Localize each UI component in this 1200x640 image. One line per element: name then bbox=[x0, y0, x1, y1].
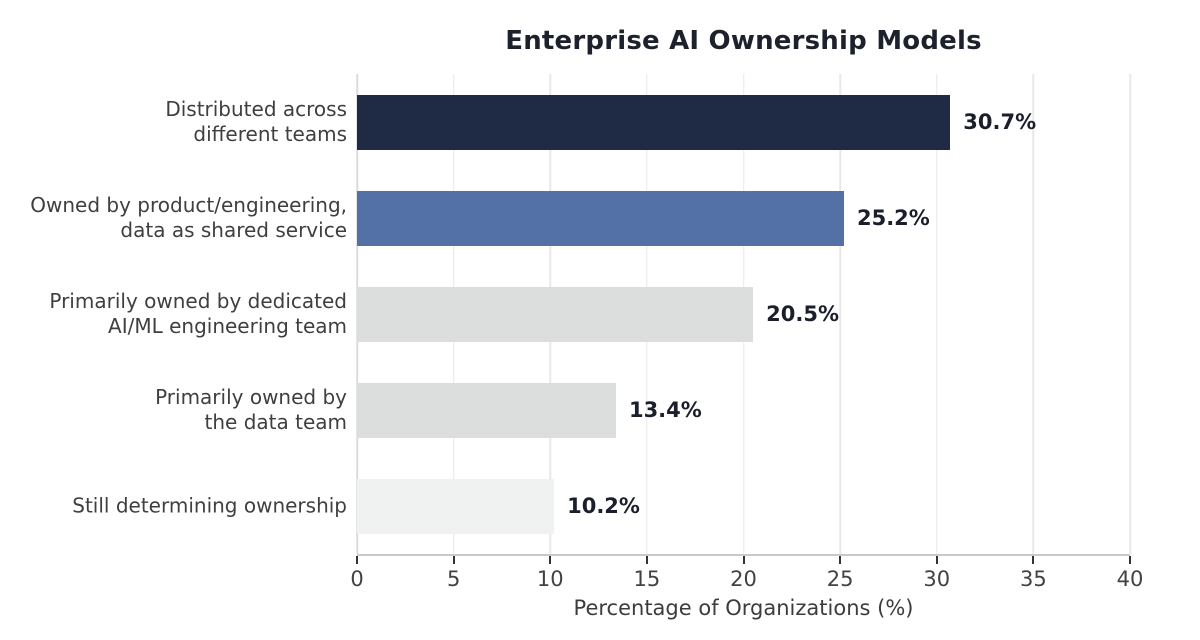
x-tick-mark bbox=[839, 556, 842, 564]
category-label: Distributed across different teams bbox=[165, 97, 347, 146]
x-tick-label: 20 bbox=[730, 567, 757, 591]
category-label: Primarily owned by dedicated AI/ML engin… bbox=[49, 289, 347, 338]
x-tick-label: 0 bbox=[350, 567, 364, 591]
plot-area: 30.7% 25.2% 20.5% 13.4% 10.2% bbox=[356, 74, 1131, 556]
category-label: Primarily owned by the data team bbox=[155, 385, 347, 434]
category-label: Still determining ownership bbox=[72, 493, 347, 518]
x-axis-label: Percentage of Organizations (%) bbox=[573, 596, 914, 620]
x-axis: 0 5 10 15 20 25 30 35 40 bbox=[350, 556, 1143, 600]
x-tick-label: 30 bbox=[923, 567, 951, 591]
category-axis: Distributed across different teams Owned … bbox=[0, 74, 347, 554]
x-tick-mark bbox=[1129, 556, 1131, 564]
category-label: Owned by product/engineering, data as sh… bbox=[30, 193, 347, 242]
gridline bbox=[1129, 74, 1131, 554]
bar bbox=[357, 286, 754, 342]
gridline bbox=[839, 74, 841, 554]
value-label: 30.7% bbox=[963, 110, 1037, 134]
value-label: 20.5% bbox=[766, 302, 840, 326]
x-tick-mark bbox=[452, 556, 455, 564]
x-tick-label: 40 bbox=[1116, 567, 1144, 591]
bar bbox=[357, 382, 616, 438]
x-tick-label: 35 bbox=[1020, 567, 1047, 591]
gridline bbox=[936, 74, 938, 554]
x-tick-mark bbox=[1032, 556, 1035, 564]
bar bbox=[357, 478, 555, 534]
x-tick-mark bbox=[549, 556, 552, 564]
x-tick-mark bbox=[645, 556, 648, 564]
gridline bbox=[1032, 74, 1035, 554]
bar bbox=[357, 190, 844, 246]
bar bbox=[357, 94, 951, 150]
value-label: 25.2% bbox=[856, 206, 930, 230]
x-tick-label: 15 bbox=[633, 567, 661, 591]
value-label: 10.2% bbox=[567, 494, 640, 518]
x-tick-label: 25 bbox=[826, 567, 854, 591]
x-tick-mark bbox=[742, 556, 745, 564]
x-tick-label: 5 bbox=[446, 567, 461, 591]
x-tick-label: 10 bbox=[536, 567, 564, 591]
x-tick-mark bbox=[935, 556, 938, 564]
chart-title: Enterprise AI Ownership Models bbox=[505, 26, 982, 56]
value-label: 13.4% bbox=[628, 398, 702, 422]
x-tick-mark bbox=[356, 556, 358, 564]
